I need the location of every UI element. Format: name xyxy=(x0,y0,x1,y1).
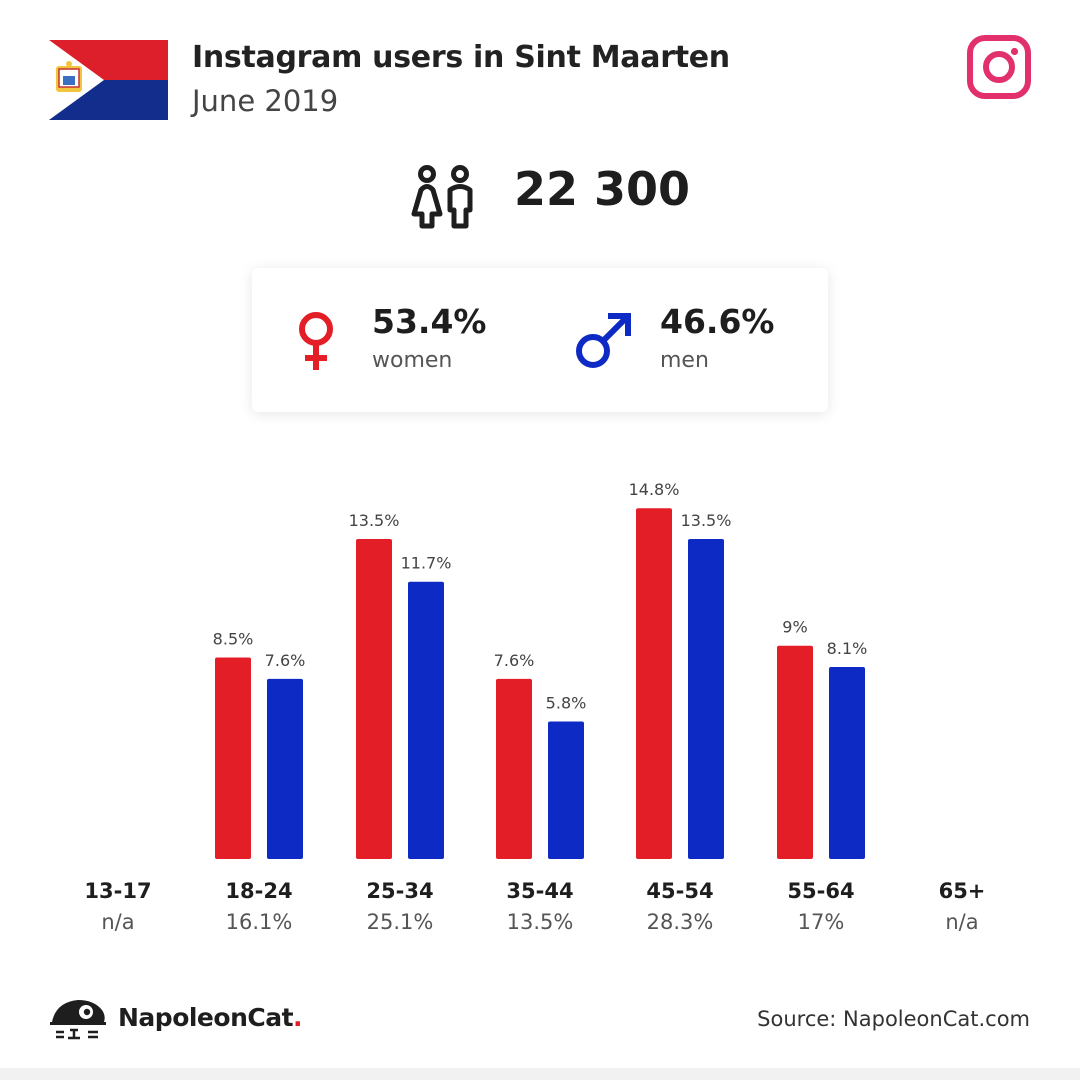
men-value-label-45-54: 13.5% xyxy=(681,511,732,530)
men-value-label-35-44: 5.8% xyxy=(546,694,587,713)
age-label-55-64: 55-64 xyxy=(787,879,855,903)
women-bar-18-24 xyxy=(215,657,251,859)
age-label-35-44: 35-44 xyxy=(506,879,574,903)
men-bar-55-64 xyxy=(829,667,865,859)
gender-card: 53.4% women 46.6% men xyxy=(252,268,828,412)
female-symbol-icon xyxy=(299,312,333,370)
women-value-label-25-34: 13.5% xyxy=(349,511,400,530)
age-label-25-34: 25-34 xyxy=(366,879,434,903)
women-bar-25-34 xyxy=(356,539,392,859)
age-share-18-24: 16.1% xyxy=(225,910,293,934)
source-credit: Source: NapoleonCat.com xyxy=(757,1007,1030,1031)
women-bar-45-54 xyxy=(636,508,672,859)
age-label-18-24: 18-24 xyxy=(225,879,293,903)
women-value-label-45-54: 14.8% xyxy=(629,480,680,499)
people-icon xyxy=(411,165,473,229)
women-bar-35-44 xyxy=(496,678,532,859)
napoleoncat-logo-icon xyxy=(50,1000,106,1040)
men-bar-35-44 xyxy=(548,721,584,859)
brand-dot: . xyxy=(293,1003,303,1032)
page-title: Instagram users in Sint Maarten xyxy=(192,40,730,75)
age-share-55-64: 17% xyxy=(797,910,845,934)
women-value-label-55-64: 9% xyxy=(782,618,807,637)
age-share-65plus: n/a xyxy=(945,910,979,934)
total-users: 22 300 xyxy=(514,162,691,216)
sint-maarten-flag-icon xyxy=(49,40,168,120)
women-bar-55-64 xyxy=(777,645,813,859)
age-label-65plus: 65+ xyxy=(938,879,986,903)
instagram-icon xyxy=(967,35,1031,99)
age-label-13-17: 13-17 xyxy=(84,879,152,903)
age-share-13-17: n/a xyxy=(101,910,135,934)
women-value-label-35-44: 7.6% xyxy=(494,651,535,670)
men-bar-18-24 xyxy=(267,678,303,859)
page-subtitle: June 2019 xyxy=(192,84,339,118)
women-value-label-18-24: 8.5% xyxy=(213,630,254,649)
men-bar-45-54 xyxy=(688,539,724,859)
brand-text: NapoleonCat xyxy=(118,1003,294,1032)
men-value-label-25-34: 11.7% xyxy=(401,554,452,573)
men-percent: 46.6% xyxy=(660,302,775,341)
brand-name: NapoleonCat. xyxy=(118,1003,303,1032)
age-share-35-44: 13.5% xyxy=(506,910,574,934)
men-bar-25-34 xyxy=(408,581,444,859)
age-label-45-54: 45-54 xyxy=(646,879,714,903)
age-share-45-54: 28.3% xyxy=(646,910,714,934)
women-label: women xyxy=(372,348,453,373)
men-label: men xyxy=(660,348,709,373)
age-share-25-34: 25.1% xyxy=(366,910,434,934)
men-value-label-18-24: 7.6% xyxy=(265,651,306,670)
age-gender-bar-chart: 8.5% 13.5% 7.6% 14.8% 9% 7.6% 11.7% 5.8% 13.5% 8.… xyxy=(213,480,868,859)
men-value-label-55-64: 8.1% xyxy=(827,639,868,658)
male-symbol-icon xyxy=(576,313,631,368)
women-percent: 53.4% xyxy=(372,302,487,341)
footer-band xyxy=(0,1068,1080,1080)
